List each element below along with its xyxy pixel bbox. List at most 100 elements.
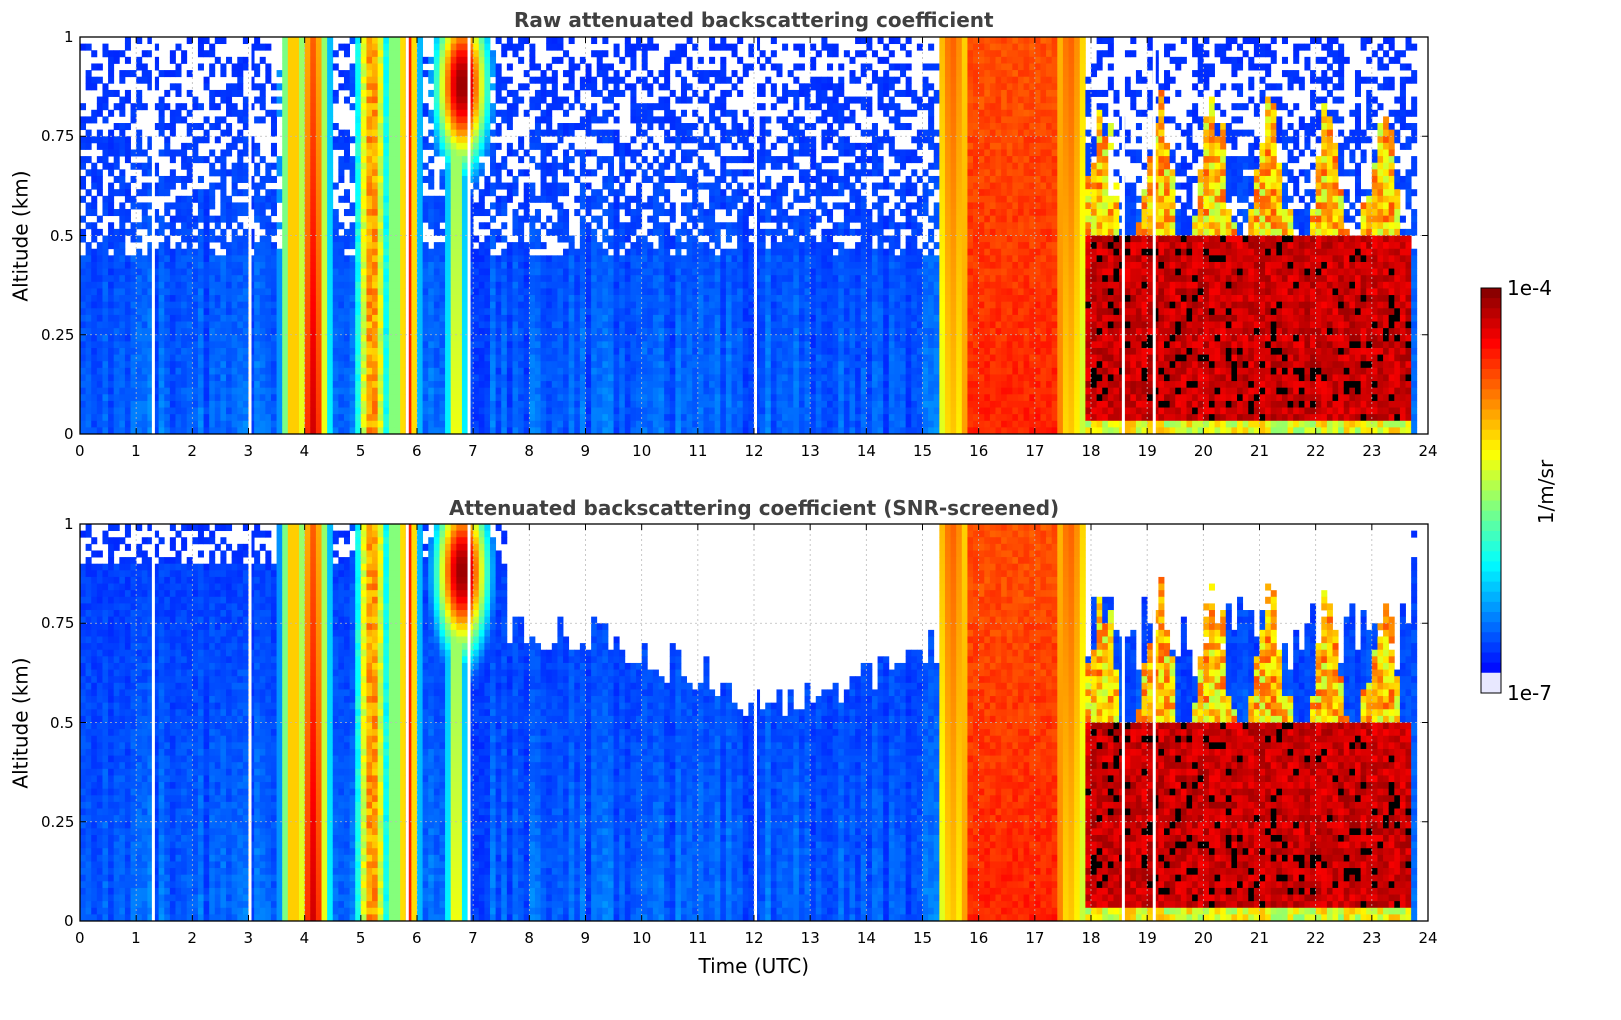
heatmap-cell	[647, 407, 654, 415]
heatmap-cell	[254, 202, 261, 210]
heatmap-cell	[563, 182, 570, 190]
heatmap-cell	[113, 367, 120, 375]
heatmap-cell	[192, 427, 199, 435]
heatmap-cell	[130, 162, 137, 170]
heatmap-cell	[287, 407, 294, 415]
heatmap-cell	[175, 116, 182, 124]
heatmap-cell	[439, 202, 446, 210]
heatmap-cell	[574, 328, 581, 336]
heatmap-cell	[467, 89, 474, 97]
heatmap-cell	[197, 414, 204, 422]
heatmap-cell	[343, 96, 350, 104]
heatmap-cell	[164, 209, 171, 217]
heatmap-cell	[242, 414, 249, 422]
heatmap-cell	[265, 400, 272, 408]
heatmap-cell	[366, 361, 373, 369]
heatmap-cell	[529, 255, 536, 263]
heatmap-cell	[372, 308, 379, 316]
heatmap-cell	[197, 103, 204, 111]
heatmap-cell	[490, 235, 497, 243]
heatmap-cell	[456, 63, 463, 71]
heatmap-cell	[456, 50, 463, 58]
heatmap-cell	[276, 189, 283, 197]
heatmap-cell	[226, 295, 233, 303]
heatmap-cell	[169, 314, 176, 322]
heatmap-cell	[501, 162, 508, 170]
heatmap-cell	[579, 255, 586, 263]
heatmap-cell	[495, 123, 502, 131]
heatmap-cell	[602, 394, 609, 402]
heatmap-cell	[484, 400, 491, 408]
heatmap-cell	[411, 149, 418, 157]
heatmap-cell	[299, 235, 306, 243]
heatmap-cell	[630, 136, 637, 144]
heatmap-cell	[231, 70, 238, 78]
heatmap-cell	[405, 209, 412, 217]
heatmap-cell	[164, 334, 171, 342]
heatmap-cell	[400, 215, 407, 223]
heatmap-cell	[467, 288, 474, 296]
heatmap-cell	[287, 63, 294, 71]
heatmap-cell	[119, 242, 126, 250]
heatmap-cell	[254, 189, 261, 197]
heatmap-cell	[287, 414, 294, 422]
heatmap-cell	[282, 123, 289, 131]
heatmap-cell	[299, 228, 306, 236]
heatmap-cell	[473, 37, 480, 45]
heatmap-cell	[523, 37, 530, 45]
heatmap-cell	[321, 116, 328, 124]
heatmap-cell	[630, 56, 637, 64]
heatmap-cell	[287, 400, 294, 408]
heatmap-cell	[80, 367, 87, 375]
heatmap-cell	[259, 301, 266, 309]
heatmap-cell	[203, 314, 210, 322]
heatmap-cell	[304, 314, 311, 322]
heatmap-cell	[96, 136, 103, 144]
heatmap-cell	[237, 374, 244, 382]
heatmap-cell	[624, 328, 631, 336]
heatmap-cell	[596, 361, 603, 369]
heatmap-cell	[467, 281, 474, 289]
heatmap-cell	[647, 195, 654, 203]
heatmap-cell	[490, 361, 497, 369]
heatmap-cell	[282, 228, 289, 236]
heatmap-cell	[439, 400, 446, 408]
heatmap-cell	[355, 222, 362, 230]
heatmap-cell	[439, 116, 446, 124]
heatmap-cell	[518, 314, 525, 322]
heatmap-cell	[332, 314, 339, 322]
heatmap-cell	[287, 275, 294, 283]
heatmap-cell	[124, 228, 131, 236]
heatmap-cell	[394, 189, 401, 197]
heatmap-cell	[417, 427, 424, 435]
heatmap-cell	[394, 109, 401, 117]
heatmap-cell	[299, 321, 306, 329]
heatmap-cell	[490, 255, 497, 263]
heatmap-cell	[428, 414, 435, 422]
heatmap-cell	[377, 261, 384, 269]
heatmap-cell	[237, 248, 244, 256]
heatmap-cell	[534, 235, 541, 243]
heatmap-cell	[220, 255, 227, 263]
heatmap-cell	[276, 321, 283, 329]
heatmap-cell	[490, 420, 497, 428]
heatmap-cell	[315, 321, 322, 329]
heatmap-cell	[377, 109, 384, 117]
heatmap-cell	[226, 374, 233, 382]
heatmap-cell	[237, 136, 244, 144]
heatmap-cell	[248, 374, 255, 382]
heatmap-cell	[270, 83, 277, 91]
heatmap-cell	[613, 222, 620, 230]
heatmap-cell	[310, 314, 317, 322]
heatmap-cell	[383, 414, 390, 422]
heatmap-cell	[141, 222, 148, 230]
heatmap-cell	[506, 321, 513, 329]
heatmap-cell	[108, 182, 115, 190]
heatmap-cell	[422, 387, 429, 395]
heatmap-cell	[338, 314, 345, 322]
heatmap-cell	[310, 70, 317, 78]
heatmap-cell	[175, 374, 182, 382]
heatmap-cell	[540, 255, 547, 263]
heatmap-cell	[147, 347, 154, 355]
heatmap-cell	[636, 381, 643, 389]
